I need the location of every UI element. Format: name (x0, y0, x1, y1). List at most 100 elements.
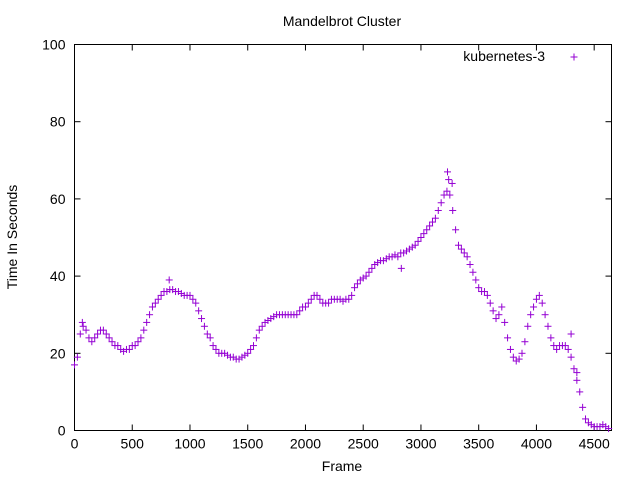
data-point (189, 295, 197, 303)
data-point (244, 349, 252, 357)
data-point (165, 276, 173, 284)
x-tick-label: 2500 (348, 436, 379, 452)
data-point (411, 241, 419, 249)
data-point (521, 338, 529, 346)
y-tick-label: 100 (42, 37, 66, 53)
data-point (258, 322, 266, 330)
data-point (469, 268, 477, 276)
data-point (209, 342, 217, 350)
data-point (348, 291, 356, 299)
data-point (524, 322, 532, 330)
data-point (457, 245, 465, 253)
data-point (423, 226, 431, 234)
data-point (203, 330, 211, 338)
legend-marker (570, 53, 578, 61)
data-point (143, 318, 151, 326)
data-point (206, 334, 214, 342)
data-point (426, 222, 434, 230)
chart-title: Mandelbrot Cluster (283, 13, 402, 29)
data-point (94, 330, 102, 338)
data-point (452, 226, 460, 234)
data-point (82, 326, 90, 334)
data-point (567, 330, 575, 338)
data-point (71, 361, 78, 369)
data-point (553, 345, 561, 353)
data-point (146, 311, 154, 319)
y-tick-label: 0 (58, 423, 66, 439)
data-point (579, 403, 587, 411)
data-point (200, 322, 208, 330)
data-point (316, 295, 324, 303)
data-point (460, 249, 468, 257)
data-point (125, 345, 133, 353)
data-point (573, 369, 581, 377)
x-tick-label: 3500 (463, 436, 494, 452)
data-point (445, 176, 453, 184)
legend-marker-symbol (570, 53, 578, 61)
data-point (486, 299, 494, 307)
x-tick-label: 1500 (232, 436, 263, 452)
y-axis-label: Time In Seconds (4, 185, 20, 290)
data-point (463, 253, 471, 261)
data-point (443, 187, 451, 195)
data-point (449, 206, 457, 214)
y-tick-label: 60 (50, 191, 66, 207)
data-point (131, 342, 139, 350)
x-tick-label: 4500 (579, 436, 610, 452)
data-point (76, 330, 84, 338)
data-point (466, 261, 474, 269)
data-point (365, 268, 373, 276)
data-point (576, 388, 584, 396)
data-point (212, 345, 220, 353)
data-point (475, 284, 483, 292)
data-point (102, 330, 110, 338)
data-point (504, 334, 512, 342)
data-point (368, 264, 376, 272)
data-point (564, 345, 572, 353)
data-point (148, 303, 156, 311)
data-point (195, 307, 203, 315)
data-point (79, 322, 87, 330)
data-point (88, 338, 96, 346)
data-point (498, 303, 506, 311)
x-tick-label: 500 (121, 436, 145, 452)
data-point (351, 284, 359, 292)
data-point (483, 291, 491, 299)
data-point (547, 334, 555, 342)
data-point (134, 338, 142, 346)
data-point (296, 307, 304, 315)
data-point (293, 311, 301, 319)
data-point (345, 295, 353, 303)
data-point (515, 355, 523, 363)
x-tick-label: 3000 (405, 436, 436, 452)
data-point (535, 291, 543, 299)
data-point (114, 342, 122, 350)
data-point (420, 230, 428, 238)
x-tick-label: 2000 (290, 436, 321, 452)
data-point (541, 311, 549, 319)
y-axis: 0 20 40 60 80 100 (42, 37, 612, 439)
data-point (527, 311, 535, 319)
data-point (501, 318, 509, 326)
data-point (448, 179, 456, 187)
legend-label: kubernetes-3 (463, 48, 545, 64)
data-point (444, 168, 452, 176)
x-tick-label: 0 (71, 436, 79, 452)
data-point (538, 299, 546, 307)
x-tick-label: 4000 (521, 436, 552, 452)
data-point (530, 303, 538, 311)
data-point (99, 326, 107, 334)
data-point (108, 338, 116, 346)
data-point (394, 253, 402, 261)
data-point (157, 291, 165, 299)
data-point (544, 322, 552, 330)
data-point (353, 280, 361, 288)
data-point (570, 365, 578, 373)
data-point (252, 334, 260, 342)
x-tick-label: 1000 (174, 436, 205, 452)
y-tick-label: 20 (50, 345, 66, 361)
data-point (73, 353, 81, 361)
data-point (437, 199, 445, 207)
data-point (492, 315, 500, 323)
data-point (313, 291, 321, 299)
